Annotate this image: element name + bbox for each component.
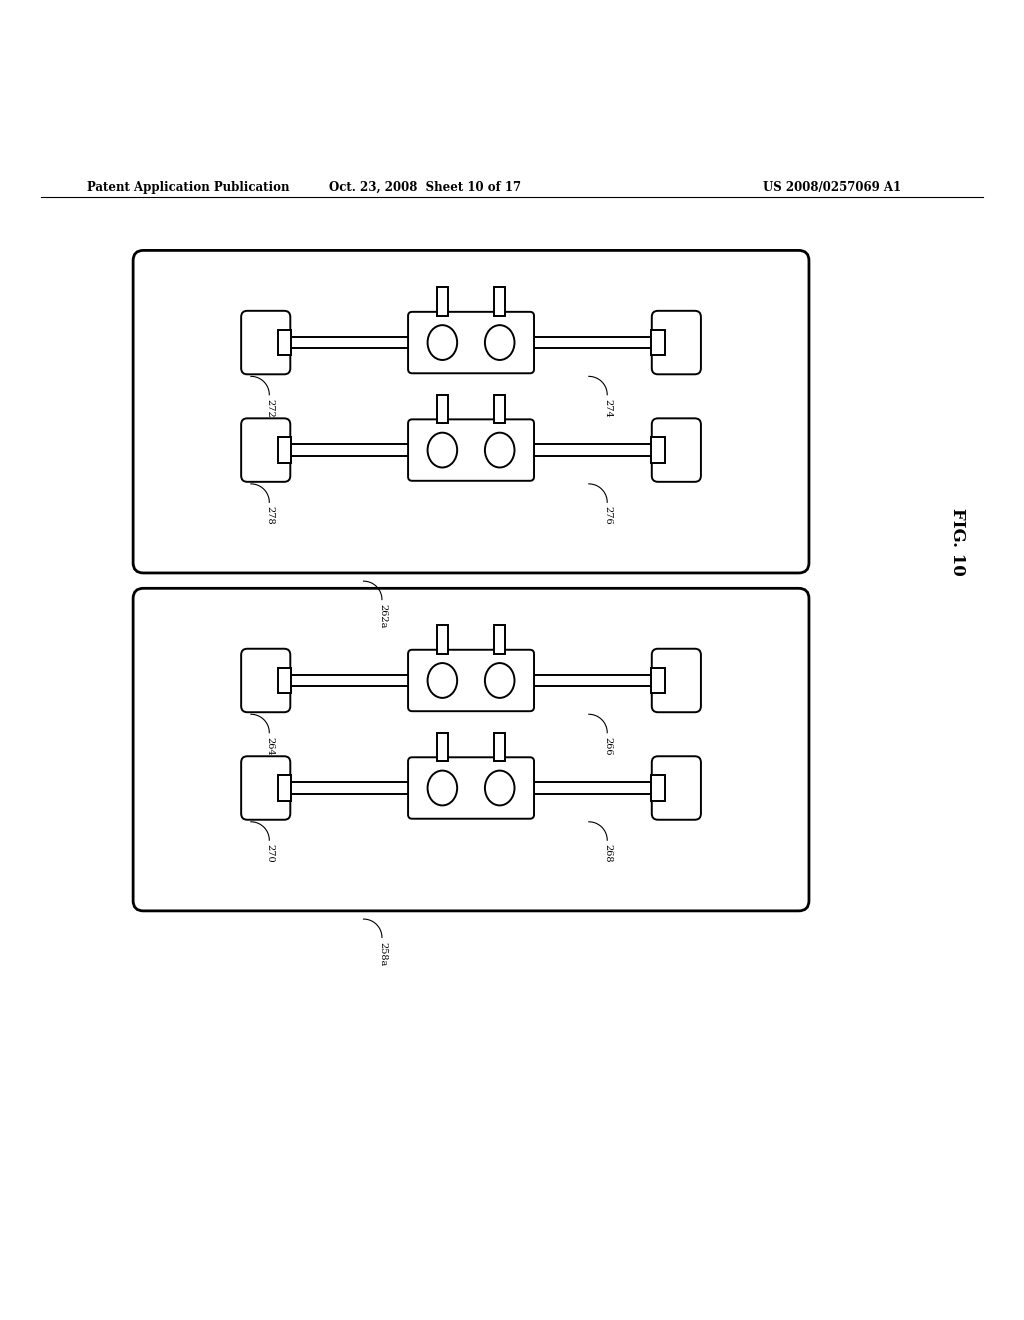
FancyBboxPatch shape: [408, 758, 535, 818]
FancyBboxPatch shape: [133, 251, 809, 573]
Bar: [651, 775, 665, 801]
Text: 266: 266: [603, 737, 612, 755]
Bar: [278, 437, 291, 463]
Bar: [436, 288, 449, 315]
FancyBboxPatch shape: [652, 310, 701, 375]
Ellipse shape: [485, 325, 514, 360]
Bar: [278, 330, 291, 355]
FancyBboxPatch shape: [242, 756, 291, 820]
Bar: [495, 395, 506, 424]
Bar: [651, 668, 665, 693]
Text: 268: 268: [603, 845, 612, 863]
Bar: [651, 437, 665, 463]
Text: 276: 276: [603, 507, 612, 525]
Text: 258a: 258a: [378, 941, 387, 966]
FancyBboxPatch shape: [408, 420, 535, 480]
Text: US 2008/0257069 A1: US 2008/0257069 A1: [763, 181, 901, 194]
Bar: [278, 668, 291, 693]
FancyBboxPatch shape: [242, 310, 291, 375]
FancyBboxPatch shape: [408, 312, 535, 374]
Ellipse shape: [485, 771, 514, 805]
Bar: [278, 775, 291, 801]
Bar: [651, 330, 665, 355]
Bar: [436, 395, 449, 424]
FancyBboxPatch shape: [652, 418, 701, 482]
Ellipse shape: [485, 663, 514, 698]
Text: 278: 278: [265, 507, 274, 525]
Ellipse shape: [485, 433, 514, 467]
Text: 264: 264: [265, 737, 274, 755]
Bar: [436, 733, 449, 762]
Text: Oct. 23, 2008  Sheet 10 of 17: Oct. 23, 2008 Sheet 10 of 17: [329, 181, 521, 194]
Text: 272: 272: [265, 399, 274, 417]
Ellipse shape: [428, 325, 457, 360]
FancyBboxPatch shape: [652, 756, 701, 820]
Bar: [495, 733, 506, 762]
Text: 270: 270: [265, 845, 274, 863]
FancyBboxPatch shape: [652, 648, 701, 713]
Text: 274: 274: [603, 399, 612, 417]
Ellipse shape: [428, 663, 457, 698]
FancyBboxPatch shape: [408, 649, 535, 711]
FancyBboxPatch shape: [242, 418, 291, 482]
Bar: [495, 626, 506, 653]
Text: 262a: 262a: [378, 603, 387, 628]
Ellipse shape: [428, 771, 457, 805]
FancyBboxPatch shape: [242, 648, 291, 713]
FancyBboxPatch shape: [133, 589, 809, 911]
Text: FIG. 10: FIG. 10: [949, 508, 966, 576]
Ellipse shape: [428, 433, 457, 467]
Bar: [436, 626, 449, 653]
Bar: [495, 288, 506, 315]
Text: Patent Application Publication: Patent Application Publication: [87, 181, 290, 194]
